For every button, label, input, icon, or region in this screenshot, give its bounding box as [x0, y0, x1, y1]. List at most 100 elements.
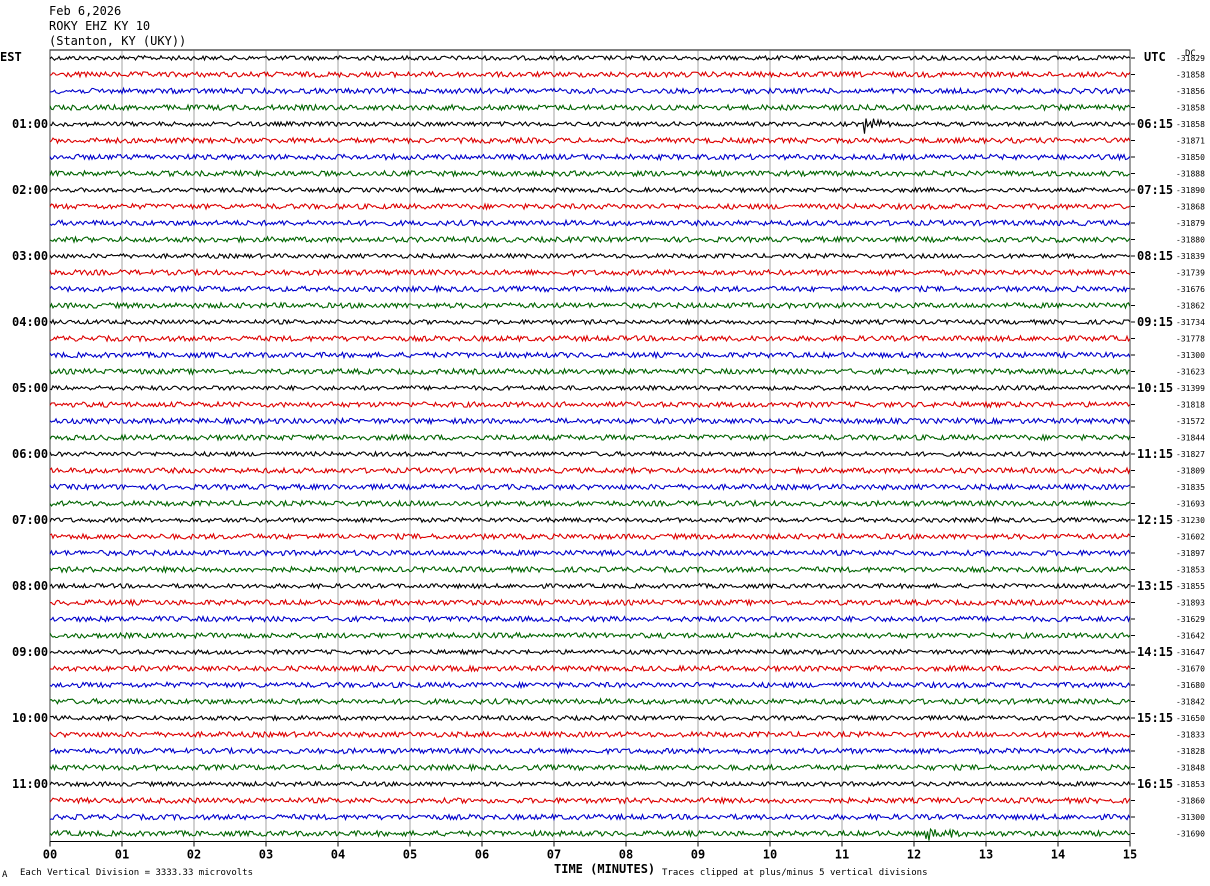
- dc-offset-label: -31829: [1176, 54, 1205, 63]
- trace-row: [49, 86, 1131, 96]
- dc-offset-label: -31623: [1176, 368, 1205, 377]
- dc-offset-label: -31844: [1176, 434, 1205, 443]
- plot-date: Feb 6,2026: [49, 4, 122, 18]
- dc-offset-label: -31629: [1176, 615, 1205, 624]
- x-tick-label: 03: [259, 848, 273, 862]
- dc-offset-label: -31676: [1176, 285, 1205, 294]
- trace-row: [49, 648, 1131, 656]
- trace-row: [49, 730, 1131, 739]
- dc-offset-label: -31230: [1176, 516, 1205, 525]
- x-tick-label: 04: [331, 848, 345, 862]
- dc-offset-label: -31647: [1176, 648, 1205, 657]
- dc-offset-label: -31572: [1176, 417, 1205, 426]
- x-tick-label: 09: [691, 848, 705, 862]
- dc-offset-label: -31300: [1176, 351, 1205, 360]
- minute-grid: [49, 49, 1131, 847]
- dc-offset-label: -31853: [1176, 566, 1205, 575]
- trace-row: [49, 318, 1131, 326]
- right-hour-label: 07:15: [1137, 183, 1173, 197]
- left-hour-label: 09:00: [12, 645, 48, 659]
- right-hour-label: 09:15: [1137, 315, 1173, 329]
- x-tick-label: 10: [763, 848, 777, 862]
- left-hour-label: 11:00: [12, 777, 48, 791]
- trace-row: [49, 384, 1131, 392]
- trace-row: [49, 400, 1131, 409]
- trace-row: [49, 70, 1131, 79]
- dc-offset-label: -31879: [1176, 219, 1205, 228]
- dc-offset-label: -31890: [1176, 186, 1205, 195]
- scale-note: Each Vertical Division = 3333.33 microvo…: [20, 868, 253, 878]
- axis-labels: 00 01 02 03 04 05 06 07 08 09 10 11 12 13 14 15 -31829 -3…: [12, 54, 1205, 862]
- dc-offset-label: -31809: [1176, 467, 1205, 476]
- dc-offset-label: -31880: [1176, 236, 1205, 245]
- x-tick-label: 14: [1051, 848, 1065, 862]
- x-tick-label: 13: [979, 848, 993, 862]
- dc-offset-label: -31848: [1176, 764, 1205, 773]
- trace-row: [49, 482, 1131, 492]
- trace-row: [49, 516, 1131, 524]
- x-tick-label: 07: [547, 848, 561, 862]
- right-hour-label: 10:15: [1137, 381, 1173, 395]
- dc-offset-label: -31734: [1176, 318, 1205, 327]
- dc-offset-label: -31650: [1176, 714, 1205, 723]
- dc-offset-label: -31855: [1176, 582, 1205, 591]
- left-hour-label: 08:00: [12, 579, 48, 593]
- dc-offset-label: -31862: [1176, 302, 1205, 311]
- dc-offset-label: -31858: [1176, 71, 1205, 80]
- left-hour-label: 01:00: [12, 117, 48, 131]
- dc-label: DC: [1185, 49, 1196, 59]
- dc-offset-label: -31602: [1176, 533, 1205, 542]
- x-tick-label: 15: [1123, 848, 1137, 862]
- dc-offset-label: -31850: [1176, 153, 1205, 162]
- trace-row: [49, 103, 1131, 112]
- right-hour-label: 12:15: [1137, 513, 1173, 527]
- dc-offset-label: -31642: [1176, 632, 1205, 641]
- trace-row: [49, 450, 1131, 458]
- dc-offset-label: -31871: [1176, 137, 1205, 146]
- left-timezone-label: EST: [0, 50, 22, 64]
- x-tick-label: 02: [187, 848, 201, 862]
- trace-row: [49, 284, 1131, 294]
- left-hour-label: 06:00: [12, 447, 48, 461]
- trace-row: [49, 433, 1131, 442]
- x-tick-label: 05: [403, 848, 417, 862]
- trace-row: [49, 235, 1131, 244]
- clip-note: Traces clipped at plus/minus 5 vertical …: [662, 868, 928, 878]
- trace-row: [49, 301, 1131, 310]
- x-tick-label: 11: [835, 848, 849, 862]
- dc-offset-label: -31839: [1176, 252, 1205, 261]
- trace-row: [49, 548, 1131, 558]
- trace-row: [49, 565, 1131, 574]
- right-hour-label: 15:15: [1137, 711, 1173, 725]
- trace-row: [49, 186, 1131, 194]
- dc-offset-label: -31835: [1176, 483, 1205, 492]
- trace-row: [49, 54, 1131, 62]
- dc-offset-label: -31739: [1176, 269, 1205, 278]
- trace-row: [49, 664, 1131, 673]
- dc-offset-label: -31670: [1176, 665, 1205, 674]
- dc-offset-label: -31690: [1176, 830, 1205, 839]
- seismic-traces: [49, 54, 1131, 841]
- trace-row: [49, 746, 1131, 756]
- trace-row: [49, 466, 1131, 475]
- dc-offset-label: -31818: [1176, 401, 1205, 410]
- trace-row: [49, 827, 1131, 841]
- right-timezone-label: UTC: [1144, 50, 1166, 64]
- dc-offset-label: -31399: [1176, 384, 1205, 393]
- right-hour-label: 11:15: [1137, 447, 1173, 461]
- dc-offset-label: -31842: [1176, 698, 1205, 707]
- trace-row: [49, 498, 1131, 508]
- dc-offset-label: -31693: [1176, 500, 1205, 509]
- dc-offset-label: -31893: [1176, 599, 1205, 608]
- dc-offset-label: -31860: [1176, 797, 1205, 806]
- trace-row: [49, 780, 1131, 788]
- trace-row: [49, 136, 1131, 145]
- trace-row: [49, 714, 1131, 722]
- trace-row: [49, 763, 1131, 773]
- station-name: ROKY EHZ KY 10: [49, 19, 151, 33]
- dc-offset-label: -31856: [1176, 87, 1205, 96]
- left-hour-label: 03:00: [12, 249, 48, 263]
- dc-offset-label: -31853: [1176, 780, 1205, 789]
- dc-offset-label: -31828: [1176, 747, 1205, 756]
